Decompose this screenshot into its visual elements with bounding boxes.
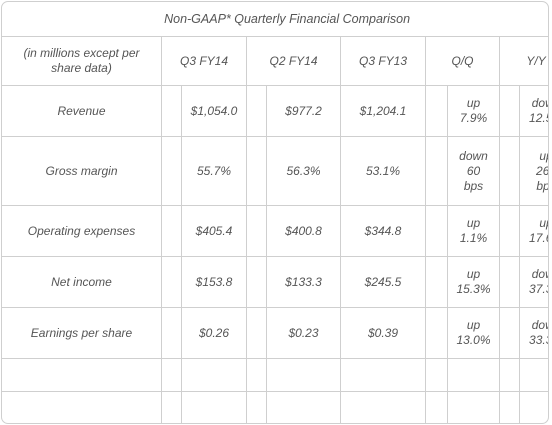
cell-q2fy14: $133.3 [266, 256, 341, 308]
cell-yy: up260bps [518, 136, 548, 206]
header-q3fy13: Q3 FY13 [340, 36, 426, 86]
row-label: Earnings per share [2, 307, 162, 359]
table-row: Earnings per share $0.26 $0.23 $0.39 up 1… [2, 307, 548, 359]
cell-q3fy14: $153.8 [181, 256, 247, 308]
table-row: Gross margin 55.7% 56.3% 53.1% down 60 bps… [2, 136, 548, 206]
cell-q3fy13: $1,204.1 [340, 85, 426, 137]
cell-q3fy14: $0.26 [181, 307, 247, 359]
cell-q3fy13: $0.39 [340, 307, 426, 359]
header-label-cell: (in millions except per share data) [2, 36, 162, 86]
cell-yy: up17.6% [518, 205, 548, 257]
cell-q3fy14: $1,054.0 [181, 85, 247, 137]
row-label: Gross margin [2, 136, 162, 206]
table-row: Net income $153.8 $133.3 $245.5 up 15.3% … [2, 256, 548, 308]
cell-q2fy14: $400.8 [266, 205, 341, 257]
cell-q3fy14: $405.4 [181, 205, 247, 257]
cell-q3fy13: $344.8 [340, 205, 426, 257]
cell-qq: up 7.9% [447, 85, 500, 137]
cell-q2fy14: $0.23 [266, 307, 341, 359]
header-yy: Y/Y [498, 36, 548, 86]
header-q3fy14: Q3 FY14 [161, 36, 247, 86]
cell-q2fy14: 56.3% [266, 136, 341, 206]
cell-yy: down37.3% [518, 256, 548, 308]
header-q2fy14: Q2 FY14 [246, 36, 341, 86]
cell-yy: down12.5% [518, 85, 548, 137]
row-label: Net income [2, 256, 162, 308]
table-row: Operating expenses $405.4 $400.8 $344.8 … [2, 205, 548, 257]
cell-q3fy14: 55.7% [181, 136, 247, 206]
cell-yy: down33.3% [518, 307, 548, 359]
table-title: Non-GAAP* Quarterly Financial Comparison [2, 2, 548, 37]
cell-qq: up 1.1% [447, 205, 500, 257]
cell-q3fy13: 53.1% [340, 136, 426, 206]
header-label-line-2: share data) [51, 61, 112, 75]
cell-q2fy14: $977.2 [266, 85, 341, 137]
header-qq: Q/Q [425, 36, 500, 86]
cell-qq: up 13.0% [447, 307, 500, 359]
cell-qq: down 60 bps [447, 136, 500, 206]
empty-row [2, 358, 548, 392]
empty-row [2, 391, 548, 423]
table-row: Revenue $1,054.0 $977.2 $1,204.1 up 7.9% … [2, 85, 548, 137]
cell-qq: up 15.3% [447, 256, 500, 308]
cell-q3fy13: $245.5 [340, 256, 426, 308]
header-label-line-1: (in millions except per [23, 46, 140, 60]
row-label: Revenue [2, 85, 162, 137]
row-label: Operating expenses [2, 205, 162, 257]
